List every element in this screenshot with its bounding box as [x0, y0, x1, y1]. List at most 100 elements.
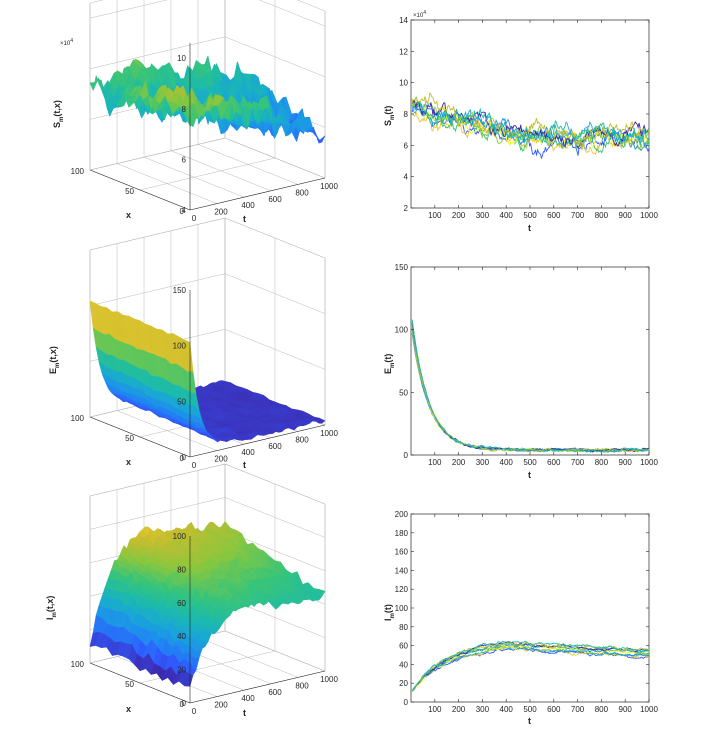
x-tick-label: 300	[476, 705, 490, 714]
x-tick-label: 600	[547, 705, 561, 714]
s3d-multiplier: ×104	[60, 38, 73, 47]
e2d-ticks: 100 200 300 400 500 600 700 800 900 1000 0 50 100 150	[395, 263, 659, 467]
s2d-series	[411, 91, 650, 160]
x-tick-label: 800	[595, 705, 609, 714]
z-tick-label: 150	[173, 286, 187, 295]
i2d-series	[411, 640, 650, 693]
z-tick-label: 0	[182, 453, 187, 462]
e3d-zlabel: Em(t,x)	[48, 346, 61, 374]
surface-patch	[315, 589, 326, 598]
e2d-xlabel: t	[528, 470, 531, 480]
x-tick-label: 200	[452, 458, 466, 467]
x-tick-label: 1000	[640, 705, 658, 714]
i2d-axes	[410, 513, 650, 703]
series-line	[411, 101, 650, 146]
x-tick-label: 100	[428, 211, 442, 220]
series-line	[411, 319, 650, 453]
e3d-surface	[89, 300, 326, 443]
surface-patch	[315, 417, 326, 424]
x-tick-label: 0	[180, 454, 185, 463]
y-tick-label: 60	[399, 642, 408, 651]
y-tick-label: 0	[404, 451, 409, 460]
x-axis	[89, 416, 191, 458]
plot-s-lines: 100 200 300 400 500 600 700 800 900 1000 2 4 6 8 10 12 1…	[383, 10, 658, 233]
z-tick-label: 4	[182, 206, 187, 215]
x-tick-label: 700	[571, 705, 585, 714]
t-tick-label: 600	[268, 688, 282, 697]
s2d-ticks: 100 200 300 400 500 600 700 800 900 1000 2 4 6 8 10 12 1…	[399, 16, 658, 220]
y-tick-label: 12	[399, 47, 408, 56]
t-tick-label: 1000	[320, 675, 338, 684]
z-tick-label: 0	[182, 699, 187, 708]
y-tick-label: 100	[395, 326, 409, 335]
surface-patch	[316, 135, 326, 143]
s2d-xlabel: t	[528, 223, 531, 233]
z-tick-label: 20	[177, 666, 186, 675]
grid-line	[89, 463, 226, 497]
t-tick-label: 0	[192, 214, 197, 223]
y-tick-label: 120	[395, 585, 409, 594]
x-tick-label: 900	[619, 211, 633, 220]
x-tick-label: 400	[500, 705, 514, 714]
t-tick-label: 200	[214, 208, 228, 217]
grid-line	[89, 0, 168, 19]
x-tick-label: 400	[500, 211, 514, 220]
y-tick-label: 150	[395, 263, 409, 272]
z-tick-label: 6	[182, 155, 187, 164]
y-tick-label: 8	[404, 110, 409, 119]
t-tick-label: 200	[214, 701, 228, 710]
x-tick-label: 50	[125, 434, 134, 443]
t-tick-label: 600	[268, 195, 282, 204]
x-tick-label: 200	[452, 211, 466, 220]
x-tick-label: 300	[476, 458, 490, 467]
e3d-xlabel: x	[126, 457, 131, 467]
x-tick-label: 900	[619, 458, 633, 467]
z-tick-label: 80	[177, 565, 186, 574]
t-axis	[189, 424, 326, 458]
y-tick-label: 180	[395, 529, 409, 538]
s3d-tlabel: t	[243, 214, 246, 224]
x-tick-label: 200	[452, 705, 466, 714]
i3d-xlabel: x	[126, 704, 131, 714]
x-tick-label: 500	[523, 211, 537, 220]
t-tick-label: 1000	[320, 182, 338, 191]
box-edge	[89, 0, 104, 4]
t-tick-label: 400	[241, 694, 255, 703]
i2d-ylabel: Im(t)	[383, 604, 396, 621]
x-axis	[89, 662, 191, 704]
y-tick-label: 14	[399, 16, 408, 25]
z-tick-label: 10	[177, 54, 186, 63]
z-tick-label: 50	[177, 397, 186, 406]
t-axis	[189, 670, 326, 704]
y-tick-label: 6	[404, 141, 409, 150]
i3d-zlabel: Im(t,x)	[45, 596, 58, 620]
x-tick-label: 50	[125, 680, 134, 689]
x-tick-label: 100	[71, 660, 85, 669]
x-tick-label: 1000	[640, 458, 658, 467]
x-tick-label: 600	[547, 458, 561, 467]
x-tick-label: 800	[595, 458, 609, 467]
plot-e-surface: 0 50 100 150 0 200 400 600 800 1000 0 50 100 Em(t,x)…	[48, 217, 338, 470]
x-tick-label: 0	[180, 700, 185, 709]
y-tick-label: 2	[404, 204, 409, 213]
t-tick-label: 800	[295, 435, 309, 444]
x-tick-label: 100	[71, 167, 85, 176]
y-tick-label: 50	[399, 388, 408, 397]
z-tick-label: 40	[177, 632, 186, 641]
x-tick-label: 1000	[640, 211, 658, 220]
t-tick-label: 800	[295, 188, 309, 197]
z-tick-label: 100	[173, 342, 187, 351]
surface-patch	[309, 126, 320, 144]
t-tick-label: 800	[295, 681, 309, 690]
grid-line	[89, 137, 226, 171]
x-tick-label: 100	[428, 705, 442, 714]
y-tick-label: 160	[395, 548, 409, 557]
series-line	[411, 91, 650, 147]
series-line	[411, 642, 650, 692]
s3d-surface	[89, 55, 326, 144]
t-tick-label: 1000	[320, 429, 338, 438]
